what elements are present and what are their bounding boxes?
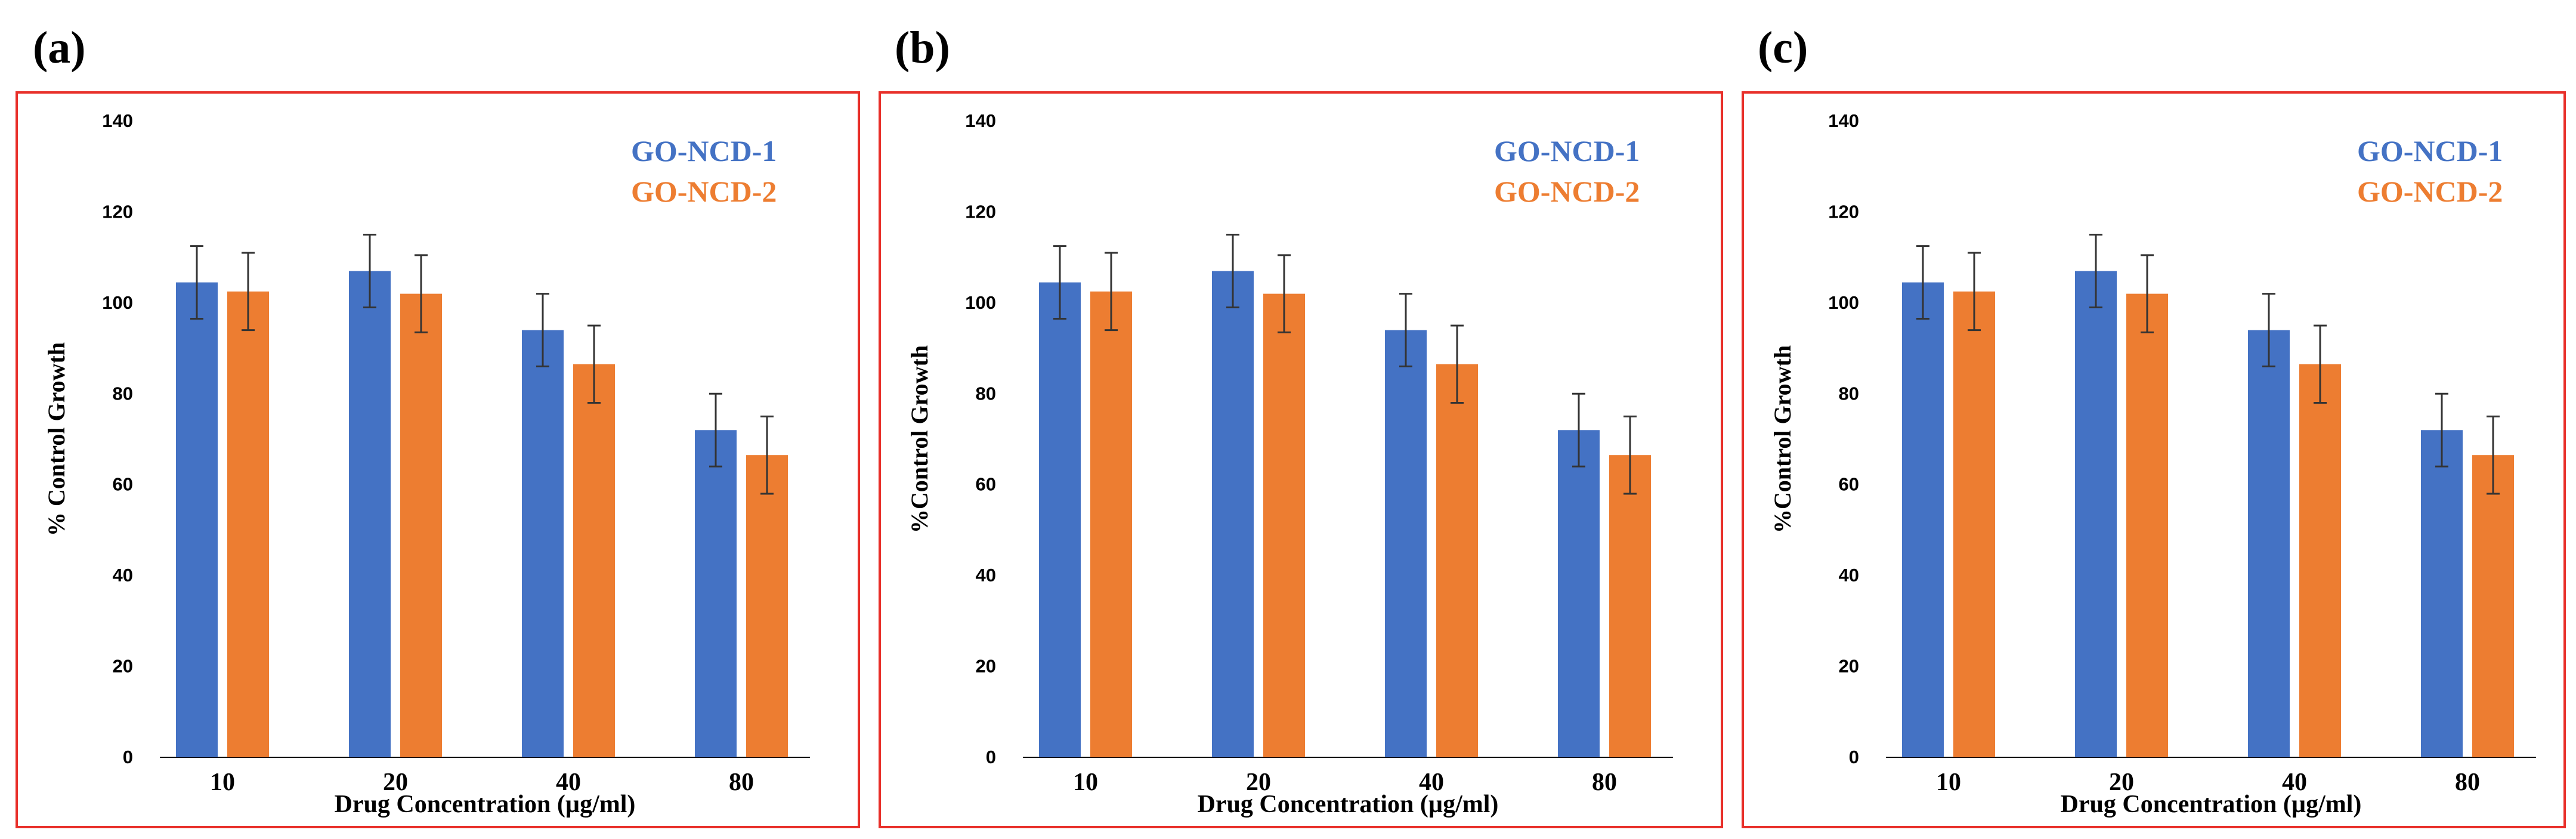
legend-entry-go-ncd-2: GO-NCD-2 <box>1494 175 1640 208</box>
y-tick-label: 40 <box>976 565 996 586</box>
x-tick-label: 80 <box>729 769 754 796</box>
x-tick-label: 10 <box>210 769 235 796</box>
x-tick-label: 10 <box>1073 769 1098 796</box>
x-axis-title: Drug Concentration (µg/ml) <box>335 791 636 818</box>
bar-go-ncd-1-40 <box>522 330 564 757</box>
bar-go-ncd-1-10 <box>1902 282 1944 758</box>
bar-go-ncd-2-20 <box>2126 293 2168 758</box>
y-tick-label: 120 <box>102 201 133 222</box>
x-tick-label: 40 <box>556 769 581 796</box>
y-tick-label: 40 <box>113 565 133 586</box>
bar-go-ncd-1-20 <box>349 271 391 757</box>
x-tick-label: 80 <box>1592 769 1617 796</box>
bar-go-ncd-2-80 <box>1609 455 1651 757</box>
y-tick-label: 80 <box>1839 383 1859 404</box>
y-tick-label: 60 <box>1839 474 1859 495</box>
bar-go-ncd-2-10 <box>1953 291 1995 757</box>
y-tick-label: 0 <box>1849 747 1859 767</box>
y-tick-label: 120 <box>965 201 996 222</box>
bar-go-ncd-2-40 <box>1436 364 1478 757</box>
y-tick-label: 0 <box>986 747 996 767</box>
bar-go-ncd-2-10 <box>227 291 269 757</box>
legend-entry-go-ncd-1: GO-NCD-1 <box>1494 134 1640 168</box>
y-tick-label: 120 <box>1828 201 1859 222</box>
y-tick-label: 0 <box>123 747 133 767</box>
y-tick-label: 140 <box>1828 110 1859 131</box>
bar-go-ncd-1-40 <box>1385 330 1427 757</box>
x-axis-title: Drug Concentration (µg/ml) <box>1198 791 1499 818</box>
y-tick-label: 140 <box>102 110 133 131</box>
legend-entry-go-ncd-1: GO-NCD-1 <box>2357 134 2503 168</box>
bar-go-ncd-2-40 <box>573 364 615 757</box>
x-tick-label: 20 <box>383 769 408 796</box>
y-tick-label: 40 <box>1839 565 1859 586</box>
y-tick-label: 80 <box>113 383 133 404</box>
bar-go-ncd-2-20 <box>400 293 442 758</box>
bar-go-ncd-1-80 <box>695 430 737 757</box>
bar-go-ncd-1-10 <box>1039 282 1081 758</box>
y-tick-label: 60 <box>976 474 996 495</box>
legend-entry-go-ncd-2: GO-NCD-2 <box>2357 175 2503 208</box>
legend-entry-go-ncd-2: GO-NCD-2 <box>631 175 777 208</box>
bar-go-ncd-1-80 <box>1558 430 1600 757</box>
bar-go-ncd-2-10 <box>1090 291 1132 757</box>
bar-go-ncd-2-40 <box>2299 364 2341 757</box>
legend-entry-go-ncd-1: GO-NCD-1 <box>631 134 777 168</box>
y-tick-label: 20 <box>113 656 133 677</box>
x-tick-label: 10 <box>1936 769 1961 796</box>
panel-frame <box>1742 91 2566 828</box>
chart-panel-a: (a) 0 20 40 60 80 100 120 140 % Control Growth 10 2… <box>16 23 860 828</box>
y-tick-label: 100 <box>1828 292 1859 313</box>
bar-go-ncd-1-10 <box>176 282 218 758</box>
bar-go-ncd-2-80 <box>2472 455 2514 757</box>
x-tick-label: 40 <box>1419 769 1444 796</box>
panel-frame <box>16 91 860 828</box>
bar-go-ncd-1-20 <box>2075 271 2117 757</box>
y-tick-label: 80 <box>976 383 996 404</box>
chart-panel-b: (b) 0 20 40 60 80 100 120 140 %Control Growth 10 20… <box>879 23 1723 828</box>
panel-label: (a) <box>33 23 86 73</box>
chart-panel-c: (c) 0 20 40 60 80 100 120 140 %Control Growth 10 20… <box>1742 23 2566 828</box>
y-tick-label: 60 <box>113 474 133 495</box>
bar-go-ncd-1-40 <box>2248 330 2290 757</box>
bar-go-ncd-2-20 <box>1263 293 1305 758</box>
y-tick-label: 140 <box>965 110 996 131</box>
y-tick-label: 100 <box>965 292 996 313</box>
x-tick-label: 20 <box>2109 769 2134 796</box>
x-tick-label: 40 <box>2282 769 2307 796</box>
panel-frame <box>879 91 1723 828</box>
y-tick-label: 100 <box>102 292 133 313</box>
y-tick-label: 20 <box>1839 656 1859 677</box>
panel-label: (c) <box>1758 23 1808 73</box>
y-axis-title: %Control Growth <box>906 345 933 533</box>
x-axis-title: Drug Concentration (µg/ml) <box>2061 791 2362 818</box>
bar-go-ncd-1-80 <box>2421 430 2463 757</box>
y-tick-label: 20 <box>976 656 996 677</box>
bar-go-ncd-2-80 <box>746 455 788 757</box>
bar-go-ncd-1-20 <box>1212 271 1254 757</box>
panel-label: (b) <box>895 23 950 73</box>
x-tick-label: 80 <box>2455 769 2480 796</box>
y-axis-title: %Control Growth <box>1769 345 1796 533</box>
y-axis-title: % Control Growth <box>43 342 70 536</box>
x-tick-label: 20 <box>1246 769 1271 796</box>
